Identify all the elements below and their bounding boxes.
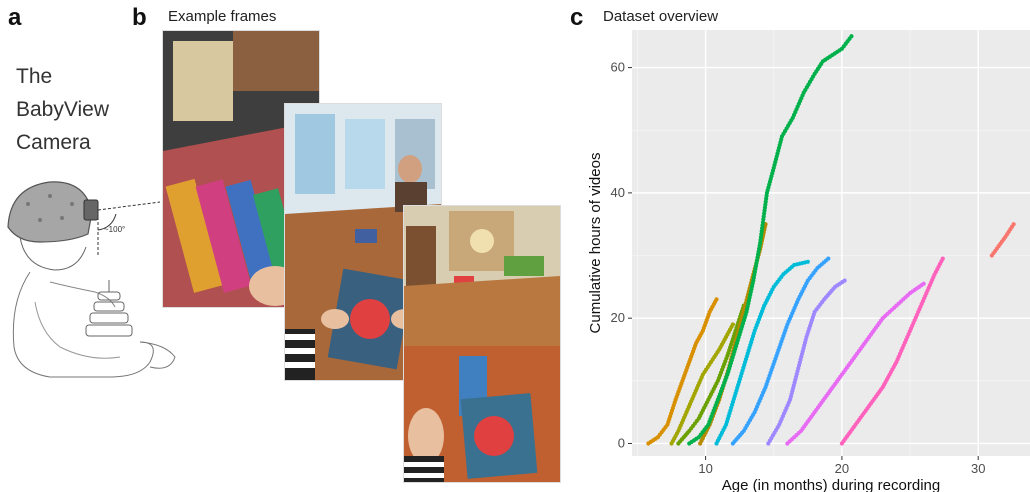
data-point bbox=[826, 256, 831, 261]
x-axis-label: Age (in months) during recording bbox=[722, 477, 940, 492]
camera-caption: The BabyView Camera bbox=[16, 60, 109, 159]
data-point bbox=[849, 34, 854, 39]
data-point bbox=[714, 297, 719, 302]
data-point bbox=[940, 256, 945, 261]
y-tick-label: 0 bbox=[618, 435, 625, 450]
panel-b-letter: b bbox=[132, 4, 147, 31]
series-10 bbox=[839, 256, 945, 446]
camera-caption-line-3: Camera bbox=[16, 131, 91, 154]
camera-caption-line-2: BabyView bbox=[16, 98, 110, 121]
y-tick-label: 60 bbox=[611, 60, 625, 75]
example-frame-3 bbox=[403, 205, 561, 483]
y-axis-label: Cumulative hours of videos bbox=[587, 153, 604, 334]
x-tick-label: 10 bbox=[698, 461, 712, 476]
data-point bbox=[842, 278, 847, 283]
panel-c-title: Dataset overview bbox=[603, 8, 719, 25]
baby-camera-illustration: ~100° bbox=[7, 181, 176, 378]
data-point bbox=[805, 259, 810, 264]
series-8 bbox=[766, 278, 847, 446]
angle-label: ~100° bbox=[104, 225, 125, 234]
series-6 bbox=[714, 259, 810, 446]
x-tick-label: 30 bbox=[971, 461, 985, 476]
data-point bbox=[1011, 222, 1016, 227]
panel-b-title: Example frames bbox=[168, 8, 277, 25]
data-point bbox=[730, 322, 735, 327]
series-7 bbox=[730, 256, 831, 446]
data-point bbox=[921, 281, 926, 286]
series-2 bbox=[669, 322, 735, 446]
y-tick-label: 40 bbox=[611, 185, 625, 200]
y-tick-label: 20 bbox=[611, 310, 625, 325]
cumulative-hours-chart: 10 20 30 0 20 40 60 Cumulative hours of videos… bbox=[587, 30, 1030, 492]
panel-c-letter: c bbox=[570, 4, 584, 31]
camera-caption-line-1: The bbox=[16, 65, 53, 88]
series-11 bbox=[989, 222, 1016, 258]
panel-a-letter: a bbox=[8, 4, 22, 31]
series-9 bbox=[785, 281, 926, 446]
series-1 bbox=[646, 297, 719, 446]
x-tick-label: 20 bbox=[835, 461, 849, 476]
series-5 bbox=[687, 34, 854, 446]
